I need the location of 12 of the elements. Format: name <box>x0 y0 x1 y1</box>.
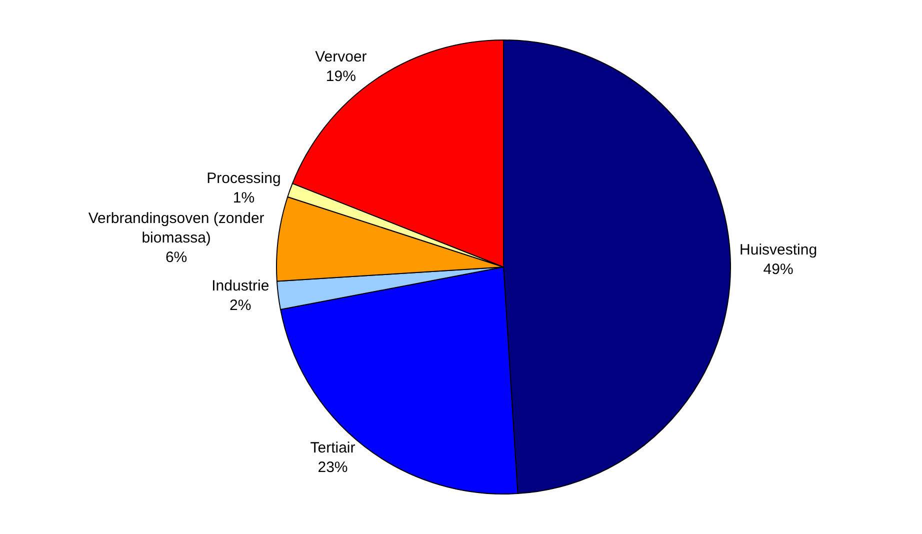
data-label: 6% <box>165 249 188 266</box>
data-label: 19% <box>326 68 356 86</box>
data-label: 2% <box>230 296 252 314</box>
data-label: 49% <box>763 261 794 278</box>
data-label: 23% <box>318 459 348 476</box>
slice-label: Industrie <box>212 277 270 294</box>
slice-label: Vervoer <box>315 48 367 66</box>
slice-label: Processing <box>206 170 281 187</box>
data-label: 1% <box>232 189 255 206</box>
slice-label: Verbrandingsoven (zonder biomassa) <box>88 210 264 247</box>
slice-label: Tertiair <box>310 440 356 457</box>
slice-label: Huisvesting <box>740 242 818 259</box>
